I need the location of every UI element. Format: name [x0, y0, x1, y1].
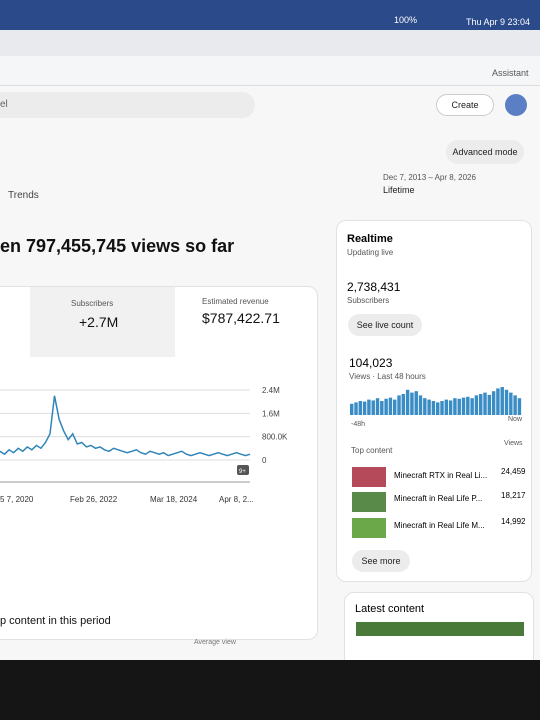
- latest-thumbnail[interactable]: [356, 622, 524, 636]
- video-title[interactable]: Minecraft RTX in Real Li...: [394, 471, 488, 480]
- assistant-button[interactable]: Assistant: [492, 68, 529, 78]
- live-count-button[interactable]: See live count: [348, 314, 422, 336]
- bars-end: Now: [508, 416, 523, 423]
- section-title: p content in this period: [0, 615, 111, 627]
- thumbnail[interactable]: [352, 518, 386, 538]
- latest-title: Latest content: [355, 603, 425, 615]
- date-range: Dec 7, 2013 – Apr 8, 2026: [383, 173, 476, 182]
- avatar[interactable]: [505, 94, 527, 116]
- menu-bar: 100% Thu Apr 9 23:04: [0, 0, 540, 30]
- metric-label: Subscribers: [71, 299, 114, 308]
- column-header: Average view: [194, 639, 236, 646]
- subscriber-label: Subscribers: [347, 296, 390, 305]
- headline: en 797,455,745 views so far: [0, 236, 235, 256]
- video-views: 18,217: [501, 491, 526, 500]
- thumbnail[interactable]: [352, 492, 386, 512]
- page: el Create Advanced mode Trends Dec 7, 20…: [0, 86, 540, 672]
- date-label: Lifetime: [383, 185, 415, 195]
- views-header: Views: [504, 440, 523, 447]
- video-title[interactable]: Minecraft in Real Life M...: [394, 521, 485, 530]
- metric-value: +2.7M: [79, 314, 119, 330]
- tab-strip: [0, 30, 540, 56]
- metric-label: Estimated revenue: [202, 297, 269, 306]
- create-button[interactable]: Create: [436, 94, 494, 116]
- search-box[interactable]: el: [0, 92, 255, 118]
- video-views: 14,992: [501, 517, 526, 526]
- clock: Thu Apr 9 23:04: [466, 17, 531, 27]
- video-title[interactable]: Minecraft in Real Life P...: [394, 494, 483, 503]
- video-views: 24,459: [501, 467, 526, 476]
- toolbar: Assistant: [0, 56, 540, 86]
- thumbnail[interactable]: [352, 467, 386, 487]
- views-count: 104,023: [349, 356, 393, 370]
- trends-tab[interactable]: Trends: [8, 190, 39, 201]
- battery: 100%: [394, 15, 418, 25]
- realtime-title: Realtime: [347, 233, 393, 245]
- views-label: Views · Last 48 hours: [349, 372, 426, 381]
- subscriber-count: 2,738,431: [347, 280, 401, 294]
- see-more-button[interactable]: See more: [352, 550, 410, 572]
- bars-start: -48h: [351, 421, 366, 428]
- realtime-status: Updating live: [347, 248, 394, 257]
- metric-tile: [30, 287, 175, 357]
- top-content-label: Top content: [351, 446, 393, 455]
- metric-value: $787,422.71: [202, 310, 280, 326]
- advanced-mode-button[interactable]: Advanced mode: [446, 140, 524, 164]
